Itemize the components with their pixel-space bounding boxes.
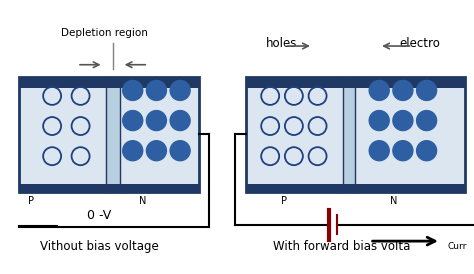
Text: N: N (138, 196, 146, 206)
Circle shape (170, 111, 190, 130)
Bar (113, 77, 199, 192)
Circle shape (393, 141, 413, 161)
Bar (106, 77, 120, 192)
Circle shape (123, 81, 143, 100)
Circle shape (369, 141, 389, 161)
Bar (246, 184, 465, 192)
Circle shape (123, 141, 143, 161)
Text: P: P (282, 196, 287, 206)
Bar (343, 77, 355, 192)
Circle shape (417, 111, 437, 130)
Text: N: N (390, 196, 397, 206)
Text: 0 -V: 0 -V (87, 209, 112, 222)
Circle shape (369, 81, 389, 100)
Bar (246, 77, 465, 88)
Circle shape (146, 141, 166, 161)
Bar (19, 77, 199, 88)
Text: Depletion region: Depletion region (61, 28, 148, 38)
Circle shape (417, 81, 437, 100)
Text: electro: electro (399, 37, 440, 50)
Circle shape (170, 141, 190, 161)
Bar (19, 77, 199, 192)
Bar (349, 77, 465, 192)
Circle shape (417, 141, 437, 161)
Circle shape (369, 111, 389, 130)
Circle shape (393, 81, 413, 100)
Circle shape (123, 111, 143, 130)
Circle shape (393, 111, 413, 130)
Text: holes: holes (266, 37, 298, 50)
Circle shape (170, 81, 190, 100)
Bar (246, 77, 349, 192)
Circle shape (146, 81, 166, 100)
Text: Curr: Curr (448, 242, 467, 251)
Text: Vithout bias voltage: Vithout bias voltage (40, 240, 159, 253)
Text: P: P (28, 196, 35, 206)
Bar (246, 77, 465, 192)
Bar (19, 184, 199, 192)
Bar (19, 77, 113, 192)
Text: With forward bias volta: With forward bias volta (273, 240, 410, 253)
Circle shape (146, 111, 166, 130)
